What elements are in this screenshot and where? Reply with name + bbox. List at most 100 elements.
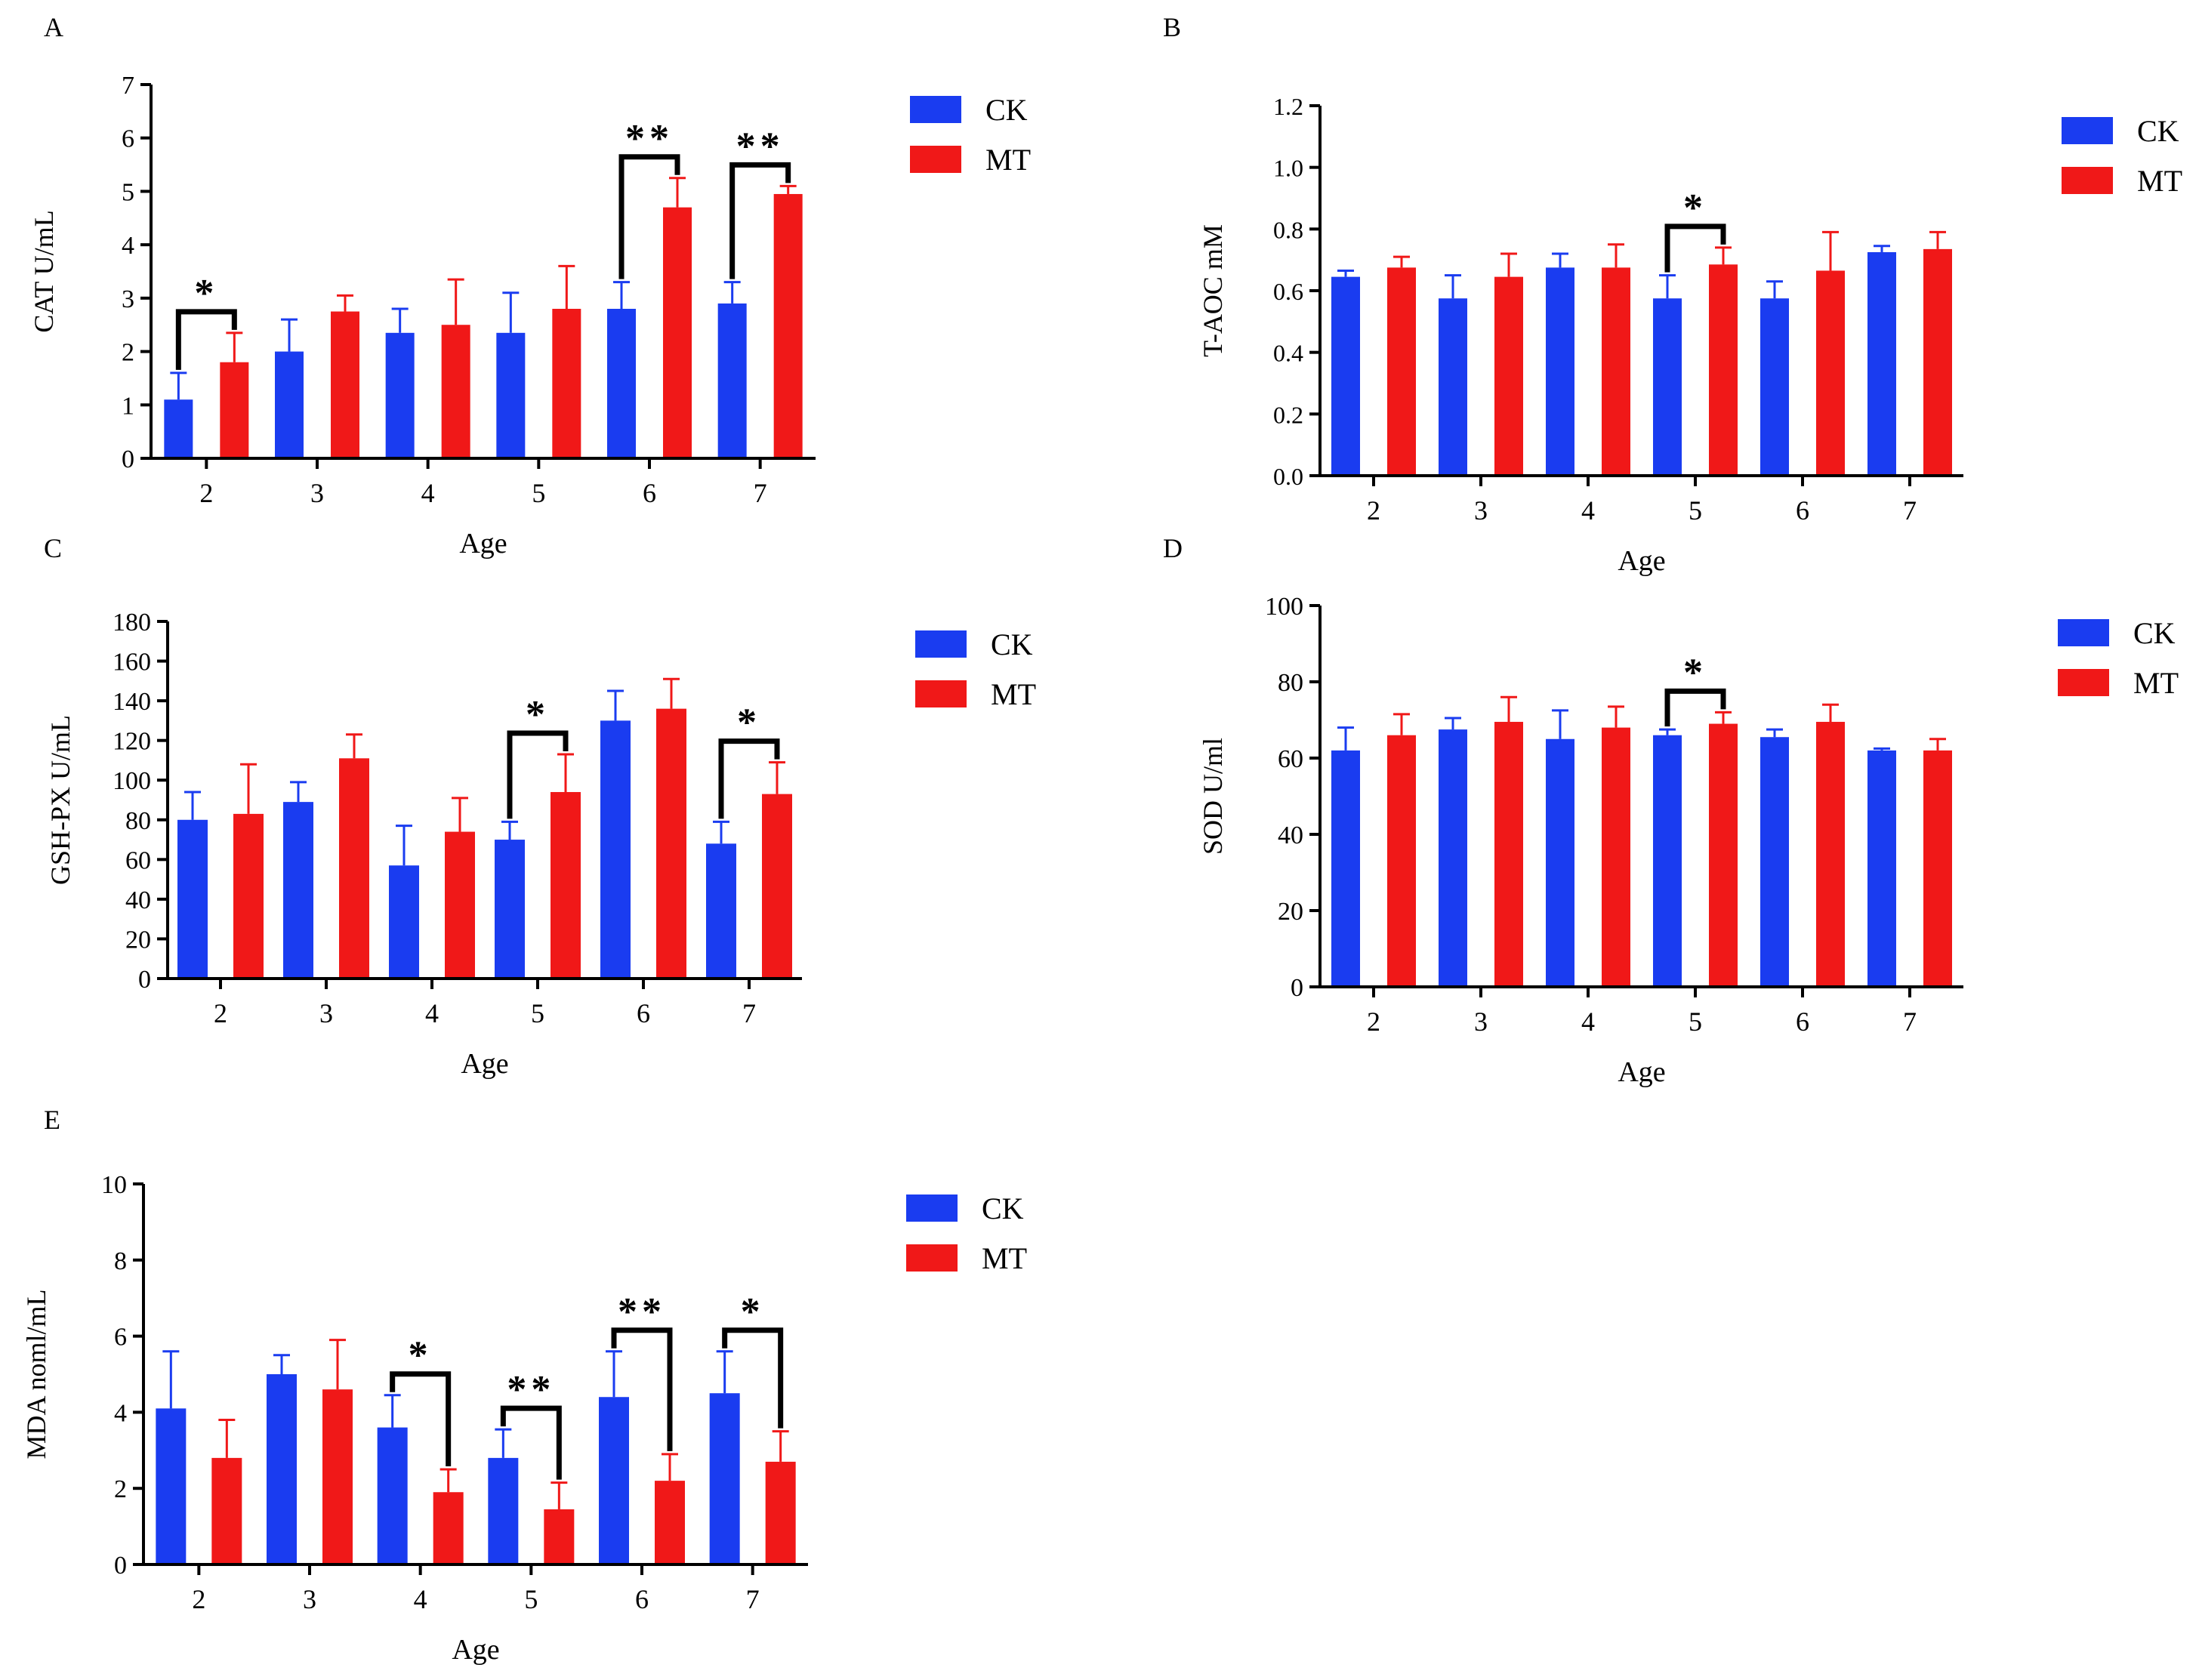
bar-mt-7 <box>762 794 792 979</box>
y-tick-label: 100 <box>113 767 151 795</box>
y-tick-label: 6 <box>114 1324 127 1352</box>
bar-mt-7 <box>1923 248 1952 476</box>
bar-ck-3 <box>1439 298 1467 476</box>
legend-label-mt: MT <box>2137 164 2182 198</box>
legend-swatch-ck <box>2058 619 2109 646</box>
legend-swatch-mt <box>915 680 967 707</box>
x-tick-label: 3 <box>310 478 324 508</box>
legend-swatch-ck <box>2062 117 2113 144</box>
legend-label-ck: CK <box>2137 114 2179 148</box>
bar-ck-4 <box>389 865 419 979</box>
significance-bracket-5 <box>1664 688 1726 727</box>
y-tick-label: 2 <box>114 1475 127 1503</box>
y-tick-label: 0.6 <box>1273 278 1303 305</box>
panel-letter: D <box>1163 533 1183 563</box>
significance-bracket-6 <box>618 154 680 279</box>
legend-label-mt: MT <box>985 143 1031 177</box>
panel-b: B * 0.0 0.2 0.4 0.6 0.8 1.0 1.2 2 3 4 5 6 7 Age T-AOC mM… <box>1163 12 2182 577</box>
y-tick-label: 10 <box>101 1171 127 1199</box>
bar-mt-6 <box>1816 270 1845 476</box>
panel-c: C * * 0 20 40 60 80 100 120 140 160 180 2 3 4 5 6 7 Age GSH-… <box>44 533 1036 1080</box>
bar-ck-5 <box>496 332 526 458</box>
y-tick-label: 20 <box>125 926 151 954</box>
bar-ck-7 <box>709 1393 740 1564</box>
x-tick-label: 4 <box>1581 495 1595 526</box>
y-axis-label: SOD U/ml <box>1198 738 1228 855</box>
legend-label-ck: CK <box>982 1191 1024 1225</box>
y-tick-label: 160 <box>113 649 151 677</box>
bar-ck-3 <box>1439 729 1467 987</box>
bar-mt-5 <box>551 791 581 979</box>
bar-mt-4 <box>1602 267 1630 476</box>
y-tick-label: 7 <box>122 72 134 100</box>
x-axis-label: Age <box>461 1048 508 1080</box>
y-axis-label: T-AOC mM <box>1198 224 1228 357</box>
y-tick-label: 0 <box>138 966 151 994</box>
y-tick-label: 120 <box>113 728 151 756</box>
x-tick-label: 3 <box>1474 495 1488 526</box>
y-tick-label: 0.0 <box>1273 463 1303 490</box>
x-tick-label: 7 <box>1903 495 1917 526</box>
legend-label-ck: CK <box>991 627 1033 661</box>
x-tick-label: 4 <box>425 998 439 1028</box>
x-tick-label: 6 <box>643 478 656 508</box>
bar-ck-2 <box>1331 276 1360 476</box>
legend-label-mt: MT <box>982 1241 1027 1275</box>
x-axis-label: Age <box>1618 1056 1665 1088</box>
bar-ck-5 <box>495 840 525 979</box>
y-tick-label: 4 <box>122 232 134 260</box>
y-tick-label: 2 <box>122 339 134 367</box>
legend-label-mt: MT <box>991 677 1036 711</box>
bar-mt-2 <box>233 813 264 979</box>
x-axis-label: Age <box>452 1634 499 1666</box>
bar-mt-3 <box>1494 722 1523 987</box>
bar-mt-4 <box>441 325 470 458</box>
bar-mt-4 <box>1602 727 1630 987</box>
x-tick-label: 3 <box>1474 1006 1488 1037</box>
legend-swatch-mt <box>910 146 961 173</box>
y-axis-label: CAT U/mL <box>29 210 59 332</box>
bar-mt-2 <box>220 362 249 458</box>
bar-mt-7 <box>773 193 803 458</box>
x-axis-label: Age <box>1618 545 1665 577</box>
x-tick-label: 2 <box>214 998 227 1028</box>
bar-ck-3 <box>275 351 304 458</box>
legend-swatch-ck <box>910 96 961 123</box>
panel-letter: B <box>1163 12 1181 42</box>
bar-mt-6 <box>663 207 692 458</box>
y-tick-label: 40 <box>1278 822 1303 849</box>
significance-marker-4: * <box>409 1334 433 1377</box>
panel-d: D * 0 20 40 60 80 100 2 3 4 5 6 7 Age SOD U/ml CK MT <box>1163 533 2179 1088</box>
bar-ck-7 <box>717 303 747 458</box>
significance-marker-5: * <box>526 693 550 736</box>
x-axis-label: Age <box>459 528 507 559</box>
y-tick-label: 8 <box>114 1247 127 1275</box>
bar-ck-4 <box>1546 738 1574 987</box>
x-tick-label: 6 <box>1796 495 1809 526</box>
y-tick-label: 0.8 <box>1273 216 1303 243</box>
y-tick-label: 100 <box>1265 593 1303 621</box>
bar-mt-3 <box>322 1389 353 1564</box>
significance-marker-7: ** <box>736 125 785 168</box>
significance-bracket-2 <box>175 309 237 370</box>
x-tick-label: 7 <box>1903 1006 1917 1037</box>
bar-mt-2 <box>1387 735 1416 987</box>
x-tick-label: 7 <box>754 478 767 508</box>
y-axis-label: GSH-PX U/mL <box>45 715 76 885</box>
significance-bracket-7 <box>722 1327 784 1429</box>
y-tick-label: 1 <box>122 392 134 420</box>
legend-swatch-ck <box>906 1194 958 1222</box>
y-tick-label: 3 <box>122 285 134 313</box>
bar-mt-7 <box>765 1461 796 1564</box>
significance-bracket-5 <box>1664 223 1726 273</box>
bar-mt-4 <box>433 1492 464 1564</box>
bar-mt-2 <box>1387 267 1416 476</box>
bar-ck-4 <box>377 1427 408 1564</box>
x-tick-label: 3 <box>319 998 333 1028</box>
bar-mt-6 <box>656 708 686 979</box>
bar-ck-2 <box>1331 750 1360 987</box>
y-tick-label: 60 <box>125 846 151 874</box>
panel-letter: C <box>44 533 62 563</box>
bar-mt-6 <box>1816 722 1845 987</box>
